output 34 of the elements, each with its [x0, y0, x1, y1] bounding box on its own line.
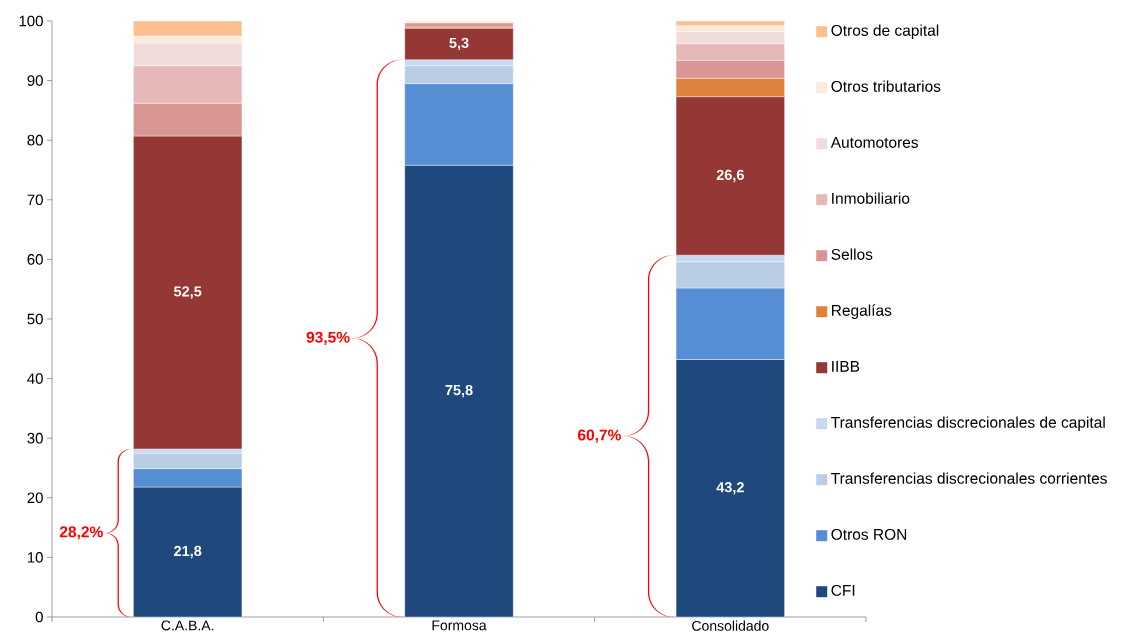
y-tick-label: 0	[35, 611, 43, 623]
legend-label: Transferencias discrecionales corrientes	[831, 472, 1107, 484]
legend-label: CFI	[831, 584, 855, 596]
legend-label: Regalías	[831, 304, 892, 319]
annotation: 28,2%	[59, 526, 103, 540]
data-label: 26,6	[716, 169, 744, 183]
annotation: 60,7%	[577, 429, 621, 443]
data-label: 52,5	[174, 286, 202, 299]
y-tick-label: 70	[27, 194, 43, 206]
y-tick-label: 30	[27, 432, 43, 444]
y-tick-label: 50	[27, 313, 43, 325]
legend-label: Inmobiliario	[832, 192, 910, 204]
annotation: 93,5%	[306, 331, 350, 345]
x-tick-label: Formosa	[432, 620, 487, 631]
y-tick-label: 10	[27, 552, 43, 563]
data-label: 43,2	[716, 482, 744, 495]
y-tick-label: 20	[27, 492, 43, 504]
y-tick-label: 80	[27, 134, 43, 146]
legend-label: Sellos	[831, 248, 873, 260]
legend-label: Transferencias discrecionales de capital	[831, 416, 1105, 431]
x-tick-label: Consolidado	[692, 620, 769, 631]
legend-label: Otros RON	[831, 528, 907, 540]
legend-label: Otros tributarios	[831, 80, 941, 92]
data-label: 5,3	[449, 37, 469, 51]
y-tick-label: 40	[27, 373, 43, 384]
y-tick-label: 90	[27, 75, 43, 86]
y-tick-label: 60	[27, 254, 43, 265]
legend-label: Otros de capital	[831, 24, 939, 39]
legend-label: IIBB	[832, 361, 860, 372]
x-tick-label: C.A.B.A.	[161, 620, 214, 631]
y-tick-label: 100	[19, 15, 43, 27]
data-label: 75,8	[445, 384, 473, 398]
legend-label: Automotores	[830, 137, 919, 148]
data-label: 21,8	[174, 545, 202, 559]
